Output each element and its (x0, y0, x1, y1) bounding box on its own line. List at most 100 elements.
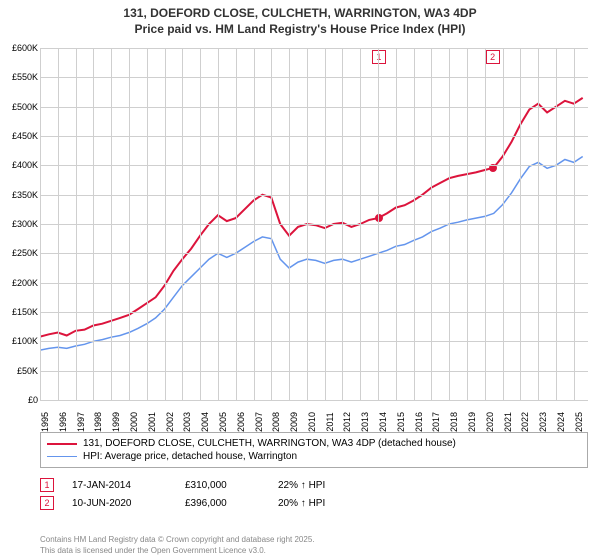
x-tick-label: 2007 (254, 412, 264, 432)
transaction-marker-box: 2 (486, 50, 500, 64)
legend-label: 131, DOEFORD CLOSE, CULCHETH, WARRINGTON… (83, 438, 456, 449)
x-tick-label: 1996 (58, 412, 68, 432)
transaction-row: 2 10-JUN-2020 £396,000 20% ↑ HPI (40, 494, 588, 512)
x-gridline (431, 48, 432, 400)
y-tick-label: £100K (12, 336, 38, 346)
x-tick-label: 2004 (200, 412, 210, 432)
y-gridline (40, 195, 588, 196)
transaction-number-box: 2 (40, 496, 54, 510)
y-tick-label: £200K (12, 278, 38, 288)
x-tick-label: 2022 (520, 412, 530, 432)
transaction-date: 10-JUN-2020 (72, 498, 167, 509)
x-tick-label: 2018 (449, 412, 459, 432)
legend-label: HPI: Average price, detached house, Warr… (83, 451, 297, 462)
transactions-table: 117-JAN-2014£310,00022% ↑ HPI210-JUN-202… (40, 476, 588, 512)
x-tick-label: 2021 (503, 412, 513, 432)
y-gridline (40, 48, 588, 49)
x-tick-label: 2023 (538, 412, 548, 432)
x-gridline (325, 48, 326, 400)
y-gridline (40, 312, 588, 313)
x-gridline (574, 48, 575, 400)
x-tick-label: 2013 (360, 412, 370, 432)
x-gridline (58, 48, 59, 400)
series-line-price_paid (40, 98, 583, 337)
x-tick-label: 2015 (396, 412, 406, 432)
x-gridline (485, 48, 486, 400)
legend: 131, DOEFORD CLOSE, CULCHETH, WARRINGTON… (40, 432, 588, 468)
y-tick-label: £400K (12, 160, 38, 170)
y-gridline (40, 165, 588, 166)
y-tick-label: £0 (28, 395, 38, 405)
x-tick-label: 2011 (325, 412, 335, 431)
x-tick-label: 2008 (271, 412, 281, 432)
x-gridline (200, 48, 201, 400)
x-gridline (165, 48, 166, 400)
transaction-price: £396,000 (185, 498, 260, 509)
x-gridline (467, 48, 468, 400)
title-line-2: Price paid vs. HM Land Registry's House … (0, 22, 600, 38)
x-gridline (307, 48, 308, 400)
x-tick-label: 2012 (342, 412, 352, 432)
legend-swatch (47, 443, 77, 445)
transaction-diff: 20% ↑ HPI (278, 498, 588, 509)
y-gridline (40, 283, 588, 284)
x-gridline (414, 48, 415, 400)
y-gridline (40, 136, 588, 137)
x-gridline (396, 48, 397, 400)
transaction-price: £310,000 (185, 480, 260, 491)
transaction-diff: 22% ↑ HPI (278, 480, 588, 491)
y-tick-label: £500K (12, 102, 38, 112)
y-tick-label: £300K (12, 219, 38, 229)
transaction-date: 17-JAN-2014 (72, 480, 167, 491)
x-tick-label: 2025 (574, 412, 584, 432)
x-tick-label: 2016 (414, 412, 424, 432)
x-gridline (40, 48, 41, 400)
y-tick-label: £600K (12, 43, 38, 53)
x-tick-label: 2001 (147, 412, 157, 432)
x-gridline (254, 48, 255, 400)
chart-container: 131, DOEFORD CLOSE, CULCHETH, WARRINGTON… (0, 0, 600, 560)
y-gridline (40, 224, 588, 225)
x-tick-label: 1995 (40, 412, 50, 432)
x-gridline (218, 48, 219, 400)
x-tick-label: 2006 (236, 412, 246, 432)
y-tick-label: £250K (12, 248, 38, 258)
y-gridline (40, 107, 588, 108)
legend-item: HPI: Average price, detached house, Warr… (47, 450, 581, 463)
x-gridline (538, 48, 539, 400)
x-tick-label: 2019 (467, 412, 477, 432)
y-tick-label: £550K (12, 72, 38, 82)
x-tick-label: 2010 (307, 412, 317, 432)
title-line-1: 131, DOEFORD CLOSE, CULCHETH, WARRINGTON… (0, 6, 600, 22)
x-gridline (449, 48, 450, 400)
x-gridline (129, 48, 130, 400)
x-gridline (111, 48, 112, 400)
y-tick-label: £50K (17, 366, 38, 376)
y-tick-label: £350K (12, 190, 38, 200)
y-gridline (40, 253, 588, 254)
legend-swatch (47, 456, 77, 458)
y-gridline (40, 400, 588, 401)
x-tick-label: 2005 (218, 412, 228, 432)
x-tick-label: 2002 (165, 412, 175, 432)
x-tick-label: 2020 (485, 412, 495, 432)
x-gridline (182, 48, 183, 400)
chart-title: 131, DOEFORD CLOSE, CULCHETH, WARRINGTON… (0, 0, 600, 39)
legend-item: 131, DOEFORD CLOSE, CULCHETH, WARRINGTON… (47, 437, 581, 450)
x-tick-label: 1999 (111, 412, 121, 432)
x-gridline (556, 48, 557, 400)
x-tick-label: 1997 (76, 412, 86, 432)
x-gridline (342, 48, 343, 400)
x-gridline (147, 48, 148, 400)
footer-attribution: Contains HM Land Registry data © Crown c… (40, 535, 315, 556)
x-gridline (360, 48, 361, 400)
x-tick-label: 2014 (378, 412, 388, 432)
x-tick-label: 2009 (289, 412, 299, 432)
x-gridline (520, 48, 521, 400)
x-axis: 1995199619971998199920002001200220032004… (40, 400, 588, 430)
x-tick-label: 2017 (431, 412, 441, 432)
transaction-row: 117-JAN-2014£310,00022% ↑ HPI (40, 476, 588, 494)
x-gridline (378, 48, 379, 400)
x-gridline (76, 48, 77, 400)
x-gridline (236, 48, 237, 400)
